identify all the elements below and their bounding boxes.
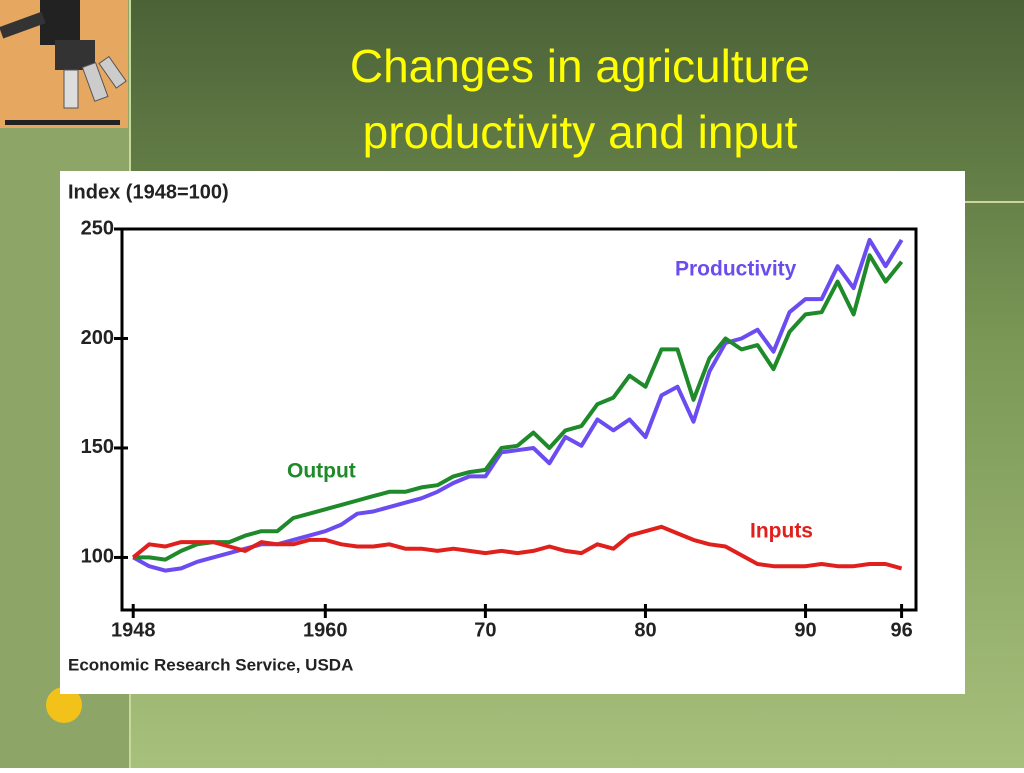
slide-title-line: productivity and input	[363, 106, 798, 158]
y-tick-label: 100	[81, 546, 114, 568]
source-note: Economic Research Service, USDA	[68, 655, 353, 674]
plot-frame	[120, 227, 918, 612]
y-axis-label: Index (1948=100)	[68, 181, 229, 203]
series-line	[133, 253, 904, 562]
x-tick-label: 96	[890, 619, 912, 641]
slide-title-line: Changes in agriculture	[350, 40, 810, 92]
x-tick-label: 80	[634, 619, 656, 641]
series-label: Inputs	[750, 520, 813, 543]
badge	[46, 687, 82, 723]
x-tick-label: 90	[794, 619, 816, 641]
series-line	[131, 524, 903, 571]
y-tick-label: 200	[81, 327, 114, 349]
chart-panel	[60, 171, 965, 694]
x-tick-label: 1948	[111, 619, 156, 641]
y-tick-label: 250	[81, 217, 114, 239]
series-label: Productivity	[675, 258, 797, 281]
x-tick-label: 70	[474, 619, 496, 641]
microscope-icon	[0, 0, 127, 125]
y-tick-label: 150	[81, 436, 114, 458]
series-label: Output	[287, 460, 356, 483]
x-tick-label: 1960	[303, 619, 348, 641]
